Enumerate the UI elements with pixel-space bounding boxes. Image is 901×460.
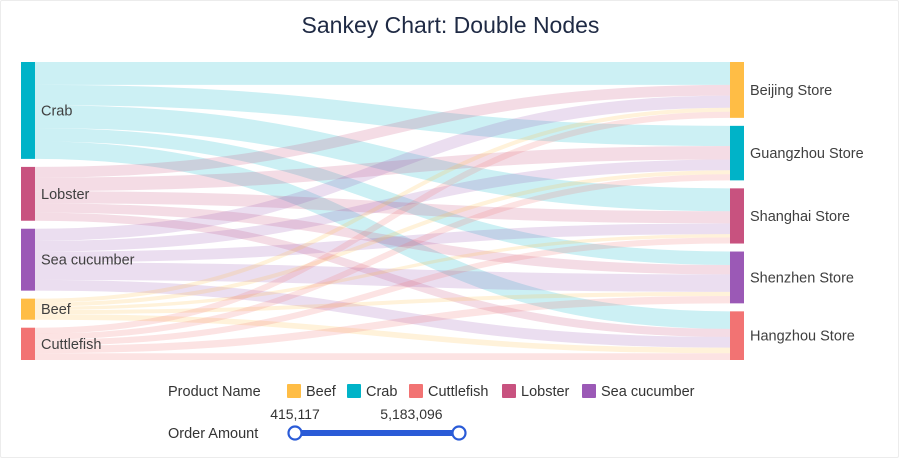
- legend-item-cuttlefish[interactable]: Cuttlefish: [409, 384, 488, 400]
- node-label-beef: Beef: [41, 302, 72, 318]
- legend-swatch-sea-cucumber: [582, 384, 596, 398]
- sankey-node-labels: Crab Lobster Sea cucumber Beef Cuttlefish Bei…: [41, 83, 864, 353]
- legend-item-beef[interactable]: Beef: [287, 384, 337, 400]
- link-cuttlefish-to-shenzhen-store[interactable]: [34, 295, 731, 354]
- link-crab-to-hangzhou-store[interactable]: [34, 141, 731, 329]
- link-lobster-to-beijing-store[interactable]: [34, 84, 731, 178]
- legend-title: Product Name: [168, 384, 261, 400]
- node-label-crab: Crab: [41, 103, 72, 119]
- legend-label-sea-cucumber: Sea cucumber: [601, 384, 695, 400]
- legend-item-crab[interactable]: Crab: [347, 384, 397, 400]
- range-title: Order Amount: [168, 426, 258, 442]
- legend-label-beef: Beef: [306, 384, 337, 400]
- link-crab-to-guangzhou-store[interactable]: [34, 84, 731, 147]
- range-min-label: 415,117: [270, 406, 320, 422]
- node-beef[interactable]: [21, 298, 35, 320]
- node-lobster[interactable]: [21, 166, 35, 221]
- node-label-shanghai-store: Shanghai Store: [750, 209, 850, 225]
- node-hangzhou-store[interactable]: [730, 311, 744, 360]
- range-min-handle[interactable]: [287, 425, 303, 441]
- link-lobster-to-hangzhou-store[interactable]: [34, 212, 731, 337]
- link-cuttlefish-to-guangzhou-store[interactable]: [34, 174, 731, 340]
- range-max-label: 5,183,096: [380, 406, 442, 422]
- link-lobster-to-shenzhen-store[interactable]: [34, 203, 731, 275]
- sankey-nodes: [21, 62, 744, 360]
- link-lobster-to-shanghai-store[interactable]: [34, 191, 731, 224]
- link-beef-to-guangzhou-store[interactable]: [34, 170, 731, 307]
- node-cuttlefish[interactable]: [21, 327, 35, 360]
- link-sea-cucumber-to-shanghai-store[interactable]: [34, 223, 731, 263]
- chart-title: Sankey Chart: Double Nodes: [301, 12, 600, 38]
- legend-swatch-cuttlefish: [409, 384, 423, 398]
- node-label-cuttlefish: Cuttlefish: [41, 337, 101, 353]
- node-label-sea-cucumber: Sea cucumber: [41, 253, 135, 269]
- node-guangzhou-store[interactable]: [730, 125, 744, 181]
- link-beef-to-shenzhen-store[interactable]: [34, 291, 731, 315]
- node-beijing-store[interactable]: [730, 62, 744, 118]
- legend-swatch-beef: [287, 384, 301, 398]
- link-beef-to-beijing-store[interactable]: [34, 107, 731, 303]
- link-sea-cucumber-to-hangzhou-store[interactable]: [34, 279, 731, 348]
- legend: Product Name Beef Crab Cuttlefish Lobster Sea…: [168, 384, 695, 400]
- legend-label-crab: Crab: [366, 384, 397, 400]
- link-sea-cucumber-to-beijing-store[interactable]: [34, 95, 731, 241]
- node-label-shenzhen-store: Shenzhen Store: [750, 270, 854, 286]
- link-beef-to-hangzhou-store[interactable]: [34, 314, 731, 354]
- node-shanghai-store[interactable]: [730, 188, 744, 244]
- node-sea-cucumber[interactable]: [21, 228, 35, 291]
- link-sea-cucumber-to-shenzhen-store[interactable]: [34, 262, 731, 292]
- node-label-lobster: Lobster: [41, 187, 90, 203]
- legend-swatch-lobster: [502, 384, 516, 398]
- link-beef-to-shanghai-store[interactable]: [34, 234, 731, 311]
- legend-swatch-crab: [347, 384, 361, 398]
- link-crab-to-shanghai-store[interactable]: [34, 105, 731, 212]
- legend-item-lobster[interactable]: Lobster: [502, 384, 570, 400]
- node-crab[interactable]: [21, 62, 35, 159]
- node-shenzhen-store[interactable]: [730, 251, 744, 304]
- legend-label-lobster: Lobster: [521, 384, 570, 400]
- legend-item-sea-cucumber[interactable]: Sea cucumber: [582, 384, 695, 400]
- link-cuttlefish-to-shanghai-store[interactable]: [34, 237, 731, 346]
- legend-label-cuttlefish: Cuttlefish: [428, 384, 488, 400]
- link-crab-to-shenzhen-store[interactable]: [34, 127, 731, 265]
- range-max-handle[interactable]: [451, 425, 467, 441]
- link-lobster-to-guangzhou-store[interactable]: [34, 146, 731, 192]
- sankey-links: [34, 61, 731, 360]
- link-cuttlefish-to-beijing-store[interactable]: [34, 111, 731, 334]
- node-label-beijing-store: Beijing Store: [750, 83, 832, 99]
- link-sea-cucumber-to-guangzhou-store[interactable]: [34, 159, 731, 252]
- order-amount-filter: Order Amount 415,117 5,183,096: [168, 406, 467, 442]
- node-label-guangzhou-store: Guangzhou Store: [750, 146, 864, 162]
- node-label-hangzhou-store: Hangzhou Store: [750, 329, 855, 345]
